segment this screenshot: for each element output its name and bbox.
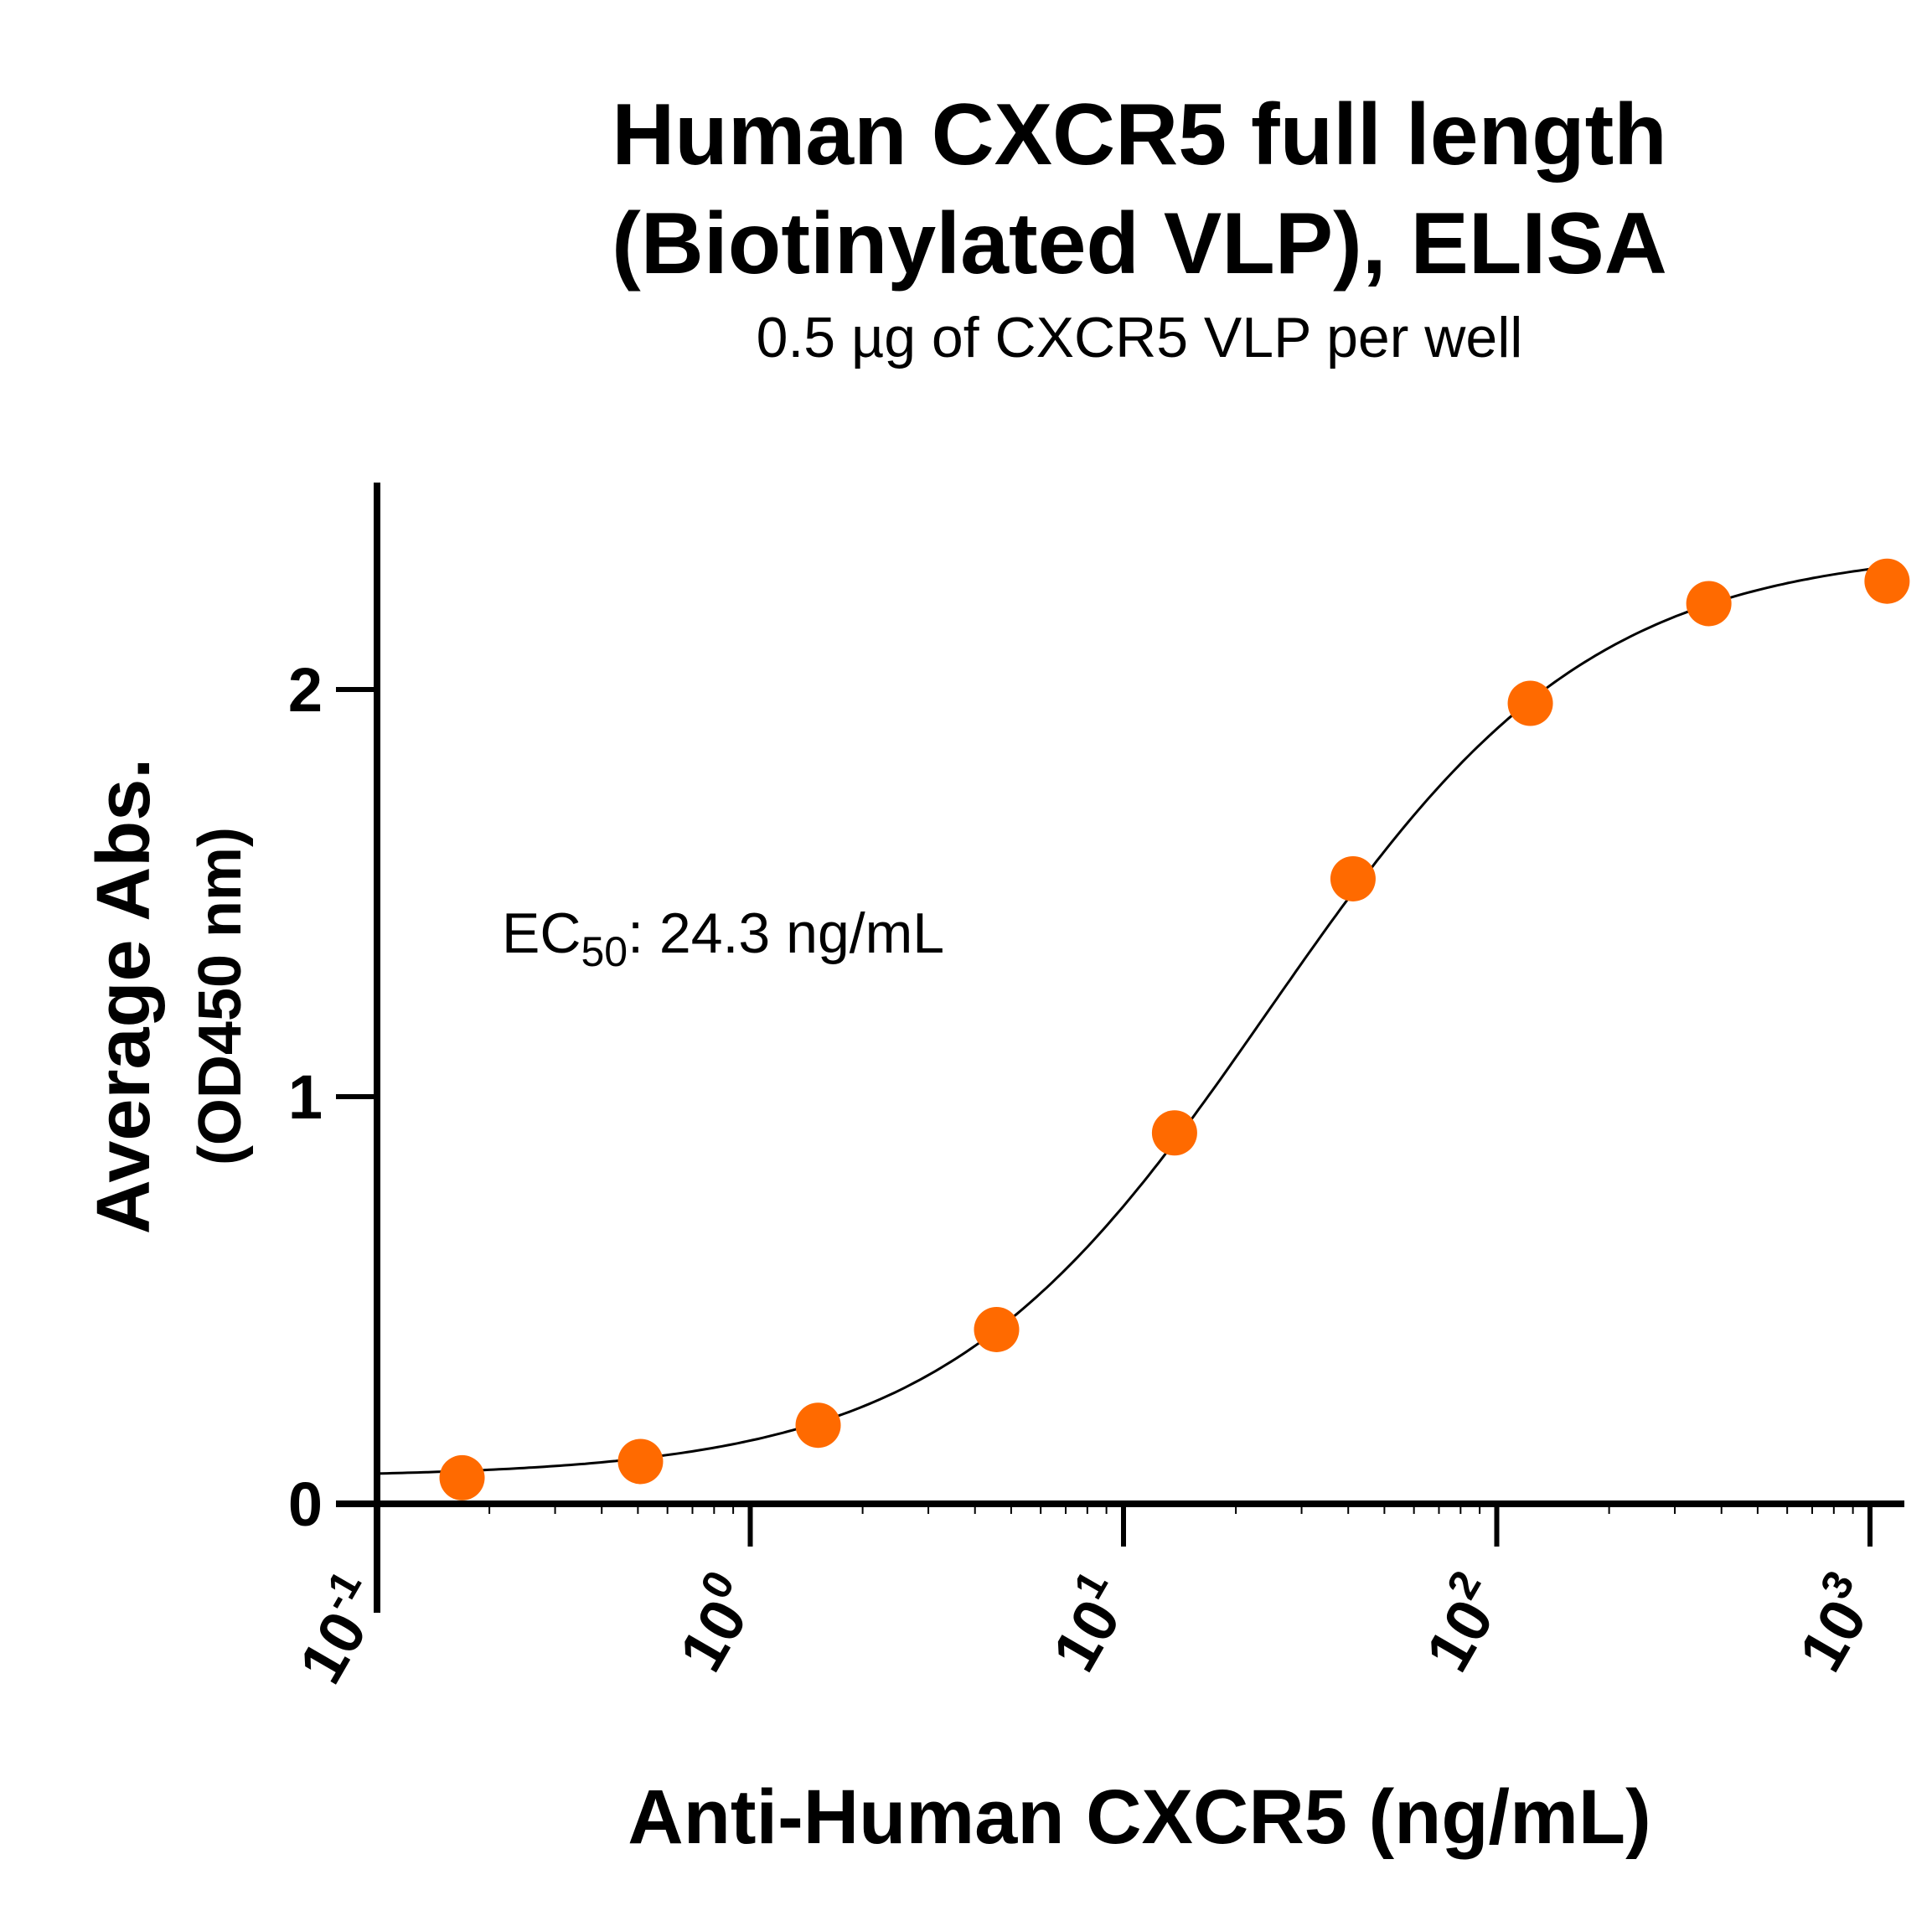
x-tick-label: 101: [1031, 1563, 1145, 1683]
data-points: [439, 558, 1910, 1500]
ticks: 0 1 2 10-1 100 101 102 103: [276, 655, 1892, 1695]
ec50-value: : 24.3 ng/mL: [628, 901, 944, 965]
x-tick-label: 100: [657, 1563, 772, 1683]
x-tick-label-text: 100: [657, 1563, 772, 1683]
x-tick-label-text: 10-1: [276, 1563, 399, 1695]
y-tick-label: 0: [288, 1469, 323, 1539]
x-tick-base: 10: [665, 1588, 760, 1683]
x-tick-label-text: 101: [1031, 1563, 1145, 1683]
data-point: [1686, 581, 1732, 627]
ec50-prefix: EC: [502, 901, 581, 965]
x-tick-label-text: 102: [1403, 1563, 1518, 1683]
data-point: [1507, 680, 1553, 726]
ec50-annotation: EC50: 24.3 ng/mL: [502, 901, 944, 975]
ec50-subscript: 50: [581, 928, 628, 975]
y-tick-label: 2: [288, 655, 323, 725]
data-point: [1330, 855, 1376, 901]
data-point: [617, 1438, 664, 1485]
data-point: [795, 1402, 841, 1449]
x-tick-label: 102: [1403, 1563, 1518, 1683]
data-point: [439, 1454, 485, 1500]
axes: [336, 483, 1904, 1613]
x-tick-base: 10: [1039, 1588, 1134, 1683]
x-tick-base: 10: [286, 1600, 380, 1695]
x-tick-label: 103: [1777, 1563, 1892, 1683]
x-tick-base: 10: [1785, 1588, 1880, 1683]
data-point: [974, 1306, 1020, 1352]
x-tick-label: 10-1: [276, 1563, 399, 1695]
data-point: [1864, 558, 1910, 604]
y-tick-label: 1: [288, 1062, 323, 1132]
fit-curve: [376, 564, 1900, 1475]
data-point: [1151, 1110, 1197, 1156]
y-axis-label-units: (OD450 nm): [187, 827, 254, 1165]
y-axis-label: Average Abs.: [82, 758, 166, 1235]
chart-subtitle: 0.5 µg of CXCR5 VLP per well: [757, 306, 1523, 369]
x-tick-label-text: 103: [1777, 1563, 1892, 1683]
chart-title-line2: (Biotinylated VLP), ELISA: [612, 195, 1667, 292]
x-tick-base: 10: [1412, 1588, 1506, 1683]
chart-title-line1: Human CXCR5 full length: [612, 86, 1667, 183]
x-axis-label: Anti-Human CXCR5 (ng/mL): [628, 1774, 1650, 1860]
